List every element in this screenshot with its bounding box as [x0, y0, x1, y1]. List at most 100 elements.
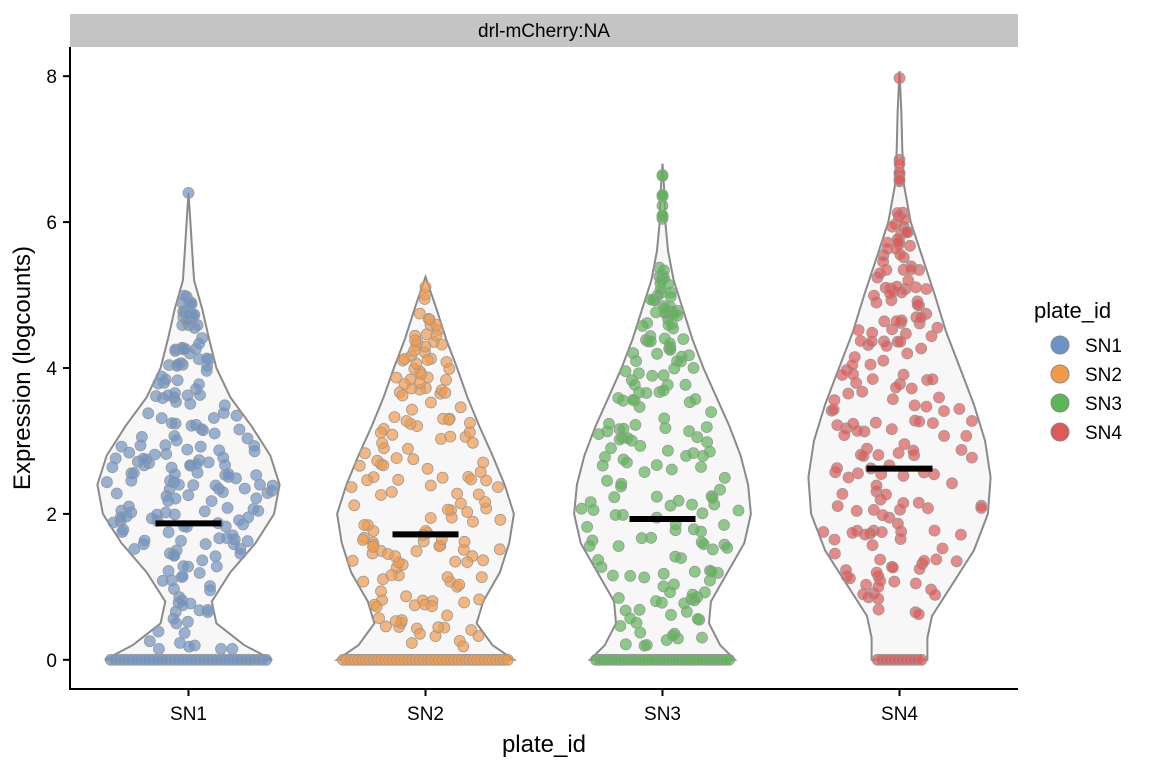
point-sn1	[168, 549, 181, 562]
point-sn4	[898, 438, 911, 451]
point-sn1	[198, 505, 211, 518]
point-sn2	[439, 386, 452, 399]
point-sn2	[400, 590, 413, 603]
point-sn2	[410, 545, 423, 558]
point-sn4	[953, 402, 966, 415]
point-sn4	[938, 405, 950, 418]
point-sn3	[638, 466, 651, 479]
facet-strip	[70, 14, 1018, 47]
point-sn1	[152, 643, 165, 655]
point-sn1	[200, 352, 213, 365]
point-sn2	[379, 620, 392, 633]
point-sn4	[920, 283, 933, 295]
point-sn2	[370, 600, 383, 613]
point-sn2	[413, 307, 426, 320]
point-sn3	[656, 189, 669, 201]
point-sn1	[178, 289, 191, 302]
x-tick-label: SN3	[644, 704, 681, 725]
point-sn3	[723, 653, 735, 666]
point-sn1	[115, 440, 128, 453]
point-sn3	[697, 538, 710, 551]
point-sn2	[430, 329, 443, 342]
point-sn3	[680, 449, 692, 462]
point-sn3	[656, 169, 669, 182]
point-sn3	[651, 347, 663, 360]
point-sn4	[828, 533, 841, 546]
point-sn3	[683, 425, 695, 438]
point-sn4	[915, 342, 928, 355]
point-sn4	[920, 400, 933, 413]
point-sn2	[435, 338, 448, 351]
point-sn2	[458, 535, 471, 548]
point-sn1	[202, 456, 215, 469]
point-sn4	[851, 424, 864, 437]
point-sn1	[114, 511, 127, 524]
point-sn4	[884, 287, 896, 300]
point-sn2	[473, 593, 486, 606]
point-sn1	[248, 440, 261, 452]
point-sn3	[599, 451, 611, 463]
legend-label-sn4: SN4	[1085, 423, 1122, 444]
point-sn1	[207, 412, 220, 424]
point-sn4	[918, 555, 930, 567]
point-sn4	[846, 526, 859, 539]
point-sn1	[188, 308, 201, 321]
legend-title: plate_id	[1034, 298, 1111, 323]
point-sn1	[143, 635, 156, 648]
point-sn4	[901, 347, 914, 360]
point-sn4	[836, 368, 849, 381]
point-sn3	[665, 463, 678, 476]
point-sn3	[691, 431, 704, 444]
point-sn4	[908, 399, 921, 412]
point-sn4	[955, 443, 968, 456]
point-sn2	[348, 499, 361, 512]
point-sn2	[367, 540, 379, 553]
point-sn2	[408, 344, 420, 357]
point-sn2	[441, 503, 454, 516]
point-sn4	[894, 335, 907, 348]
point-sn4	[880, 488, 892, 501]
point-sn4	[936, 542, 949, 555]
point-sn2	[480, 474, 493, 487]
point-sn4	[926, 373, 939, 386]
point-sn1	[176, 570, 189, 583]
point-sn1	[205, 495, 218, 508]
point-sn3	[714, 483, 726, 496]
point-sn1	[193, 378, 205, 391]
point-sn4	[852, 467, 864, 480]
point-sn1	[172, 478, 185, 491]
point-sn4	[892, 236, 904, 249]
point-sn4	[860, 578, 872, 591]
point-sn4	[931, 321, 944, 334]
point-sn4	[907, 444, 920, 457]
point-sn4	[891, 280, 903, 293]
point-sn2	[377, 459, 390, 472]
point-sn3	[581, 521, 593, 533]
point-sn4	[856, 385, 869, 398]
point-sn4	[892, 517, 904, 530]
point-sn4	[950, 555, 963, 568]
point-sn4	[869, 416, 882, 429]
point-sn1	[234, 547, 247, 560]
legend-swatch-sn4	[1050, 422, 1070, 442]
point-sn2	[357, 575, 370, 588]
point-sn3	[615, 480, 627, 493]
legend-label-sn3: SN3	[1085, 394, 1122, 415]
median-layer	[155, 465, 933, 538]
point-sn3	[658, 412, 671, 425]
point-sn2	[463, 416, 476, 429]
x-ticks: SN1 SN2 SN3 SN4	[170, 689, 918, 725]
point-sn2	[424, 512, 437, 524]
point-sn2	[454, 401, 467, 414]
point-sn3	[644, 335, 657, 348]
point-sn3	[612, 392, 625, 404]
point-sn4	[888, 575, 901, 588]
point-sn1	[181, 389, 194, 402]
point-sn2	[477, 456, 490, 469]
point-sn4	[911, 298, 924, 311]
point-sn3	[603, 417, 615, 430]
point-sn4	[878, 315, 891, 328]
point-sn4	[866, 373, 879, 386]
point-sn3	[664, 337, 676, 350]
point-sn3	[675, 350, 688, 363]
